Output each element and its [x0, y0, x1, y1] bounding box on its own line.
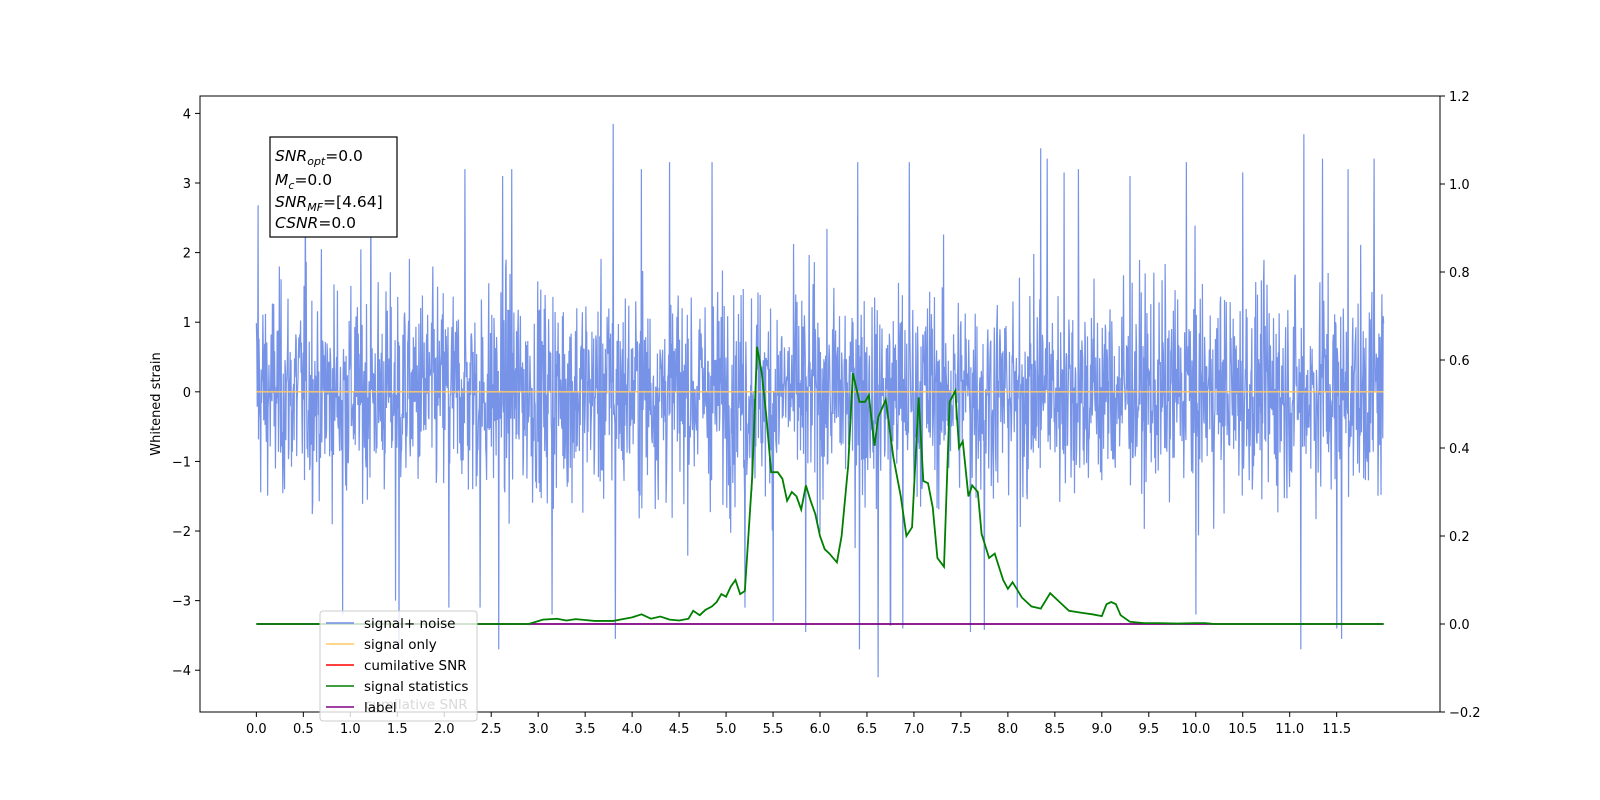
- y-tick-label: 2: [183, 247, 191, 262]
- y-tick-label: −4: [172, 664, 191, 679]
- y-tick-label: 1: [183, 316, 191, 331]
- x-tick-label: 9.0: [1091, 722, 1112, 737]
- x-tick-label: 10.5: [1228, 722, 1257, 737]
- x-tick-label: 6.5: [857, 722, 878, 737]
- y-tick-label: −3: [172, 595, 191, 610]
- legend-label-signal-statistics: signal statistics: [364, 679, 468, 695]
- signal-statistics-line: [256, 346, 1384, 625]
- y-tick-label: 4: [183, 107, 191, 122]
- y-right-tick-label: 0.4: [1449, 442, 1470, 457]
- legend-label-label: label: [364, 700, 397, 716]
- x-tick-label: 3.5: [575, 722, 596, 737]
- y-axis-left: 4 3 2 1 0 −1 −2 −3 −4: [172, 107, 200, 679]
- info-csnr: CSNR=0.0: [275, 214, 356, 232]
- y-right-tick-label: 0.6: [1449, 354, 1470, 369]
- legend-frame: [319, 610, 478, 722]
- x-tick-label: 11.0: [1275, 722, 1304, 737]
- x-tick-label: 6.0: [810, 722, 831, 737]
- x-tick-label: 0.0: [246, 722, 267, 737]
- info-box-frame: [269, 136, 398, 238]
- x-tick-label: 7.0: [904, 722, 925, 737]
- x-tick-label: 10.0: [1181, 722, 1210, 737]
- x-tick-label: 2.5: [481, 722, 502, 737]
- y-axis-right: 1.2 1.0 0.8 0.6 0.4 0.2 0.0 −0.2: [1440, 90, 1481, 721]
- y-tick-label: −2: [172, 525, 191, 540]
- series-signal-statistics: [256, 346, 1384, 625]
- y-tick-label: 0: [183, 386, 191, 401]
- series-signal-noise: [255, 123, 1385, 678]
- x-tick-label: 4.5: [669, 722, 690, 737]
- x-tick-label: 5.0: [716, 722, 737, 737]
- y-axis-label: Whitened strain: [149, 352, 164, 455]
- x-tick-label: 4.0: [622, 722, 643, 737]
- x-tick-label: 5.5: [763, 722, 784, 737]
- x-tick-label: 3.0: [528, 722, 549, 737]
- info-snr-opt: SNRopt=0.0: [275, 147, 363, 168]
- y-right-tick-label: 1.2: [1449, 90, 1470, 105]
- x-tick-label: 1.0: [340, 722, 361, 737]
- x-tick-label: 11.5: [1322, 722, 1351, 737]
- y-right-tick-label: 1.0: [1449, 178, 1470, 193]
- legend-label-cumulative-snr: cumilative SNR: [364, 658, 467, 674]
- y-right-tick-label: 0.8: [1449, 266, 1470, 281]
- x-tick-label: 1.5: [387, 722, 408, 737]
- info-mc: Mc=0.0: [275, 171, 332, 192]
- info-snr-mf: SNRMF=[4.64]: [275, 193, 383, 214]
- info-box: SNRopt=0.0 Mc=0.0 SNRMF=[4.64] CSNR=0.0: [269, 136, 398, 238]
- x-tick-label: 0.5: [293, 722, 314, 737]
- x-tick-label: 9.5: [1138, 722, 1159, 737]
- y-right-tick-label: 0.2: [1449, 530, 1470, 545]
- legend-label-signal-noise: signal+ noise: [364, 616, 455, 632]
- x-tick-label: 2.0: [434, 722, 455, 737]
- y-tick-label: 3: [183, 177, 191, 192]
- legend-hidden-text: cumilative SNR: [365, 697, 468, 713]
- y-right-tick-label: −0.2: [1449, 706, 1481, 721]
- x-tick-label: 7.5: [951, 722, 972, 737]
- legend-label-signal-only: signal only: [364, 637, 437, 653]
- y-right-tick-label: 0.0: [1449, 618, 1470, 633]
- x-tick-label: 8.0: [998, 722, 1019, 737]
- x-axis: 0.0 0.5 1.0 1.5 2.0 2.5 3.0 3.5 4.0 4.5 5.0 5.5 6.0 6…: [246, 712, 1351, 737]
- signal-noise-line: [255, 123, 1385, 678]
- y-tick-label: −1: [172, 455, 191, 470]
- legend: cumilative SNR signal+ noise signal only…: [319, 610, 478, 722]
- x-tick-label: 8.5: [1045, 722, 1066, 737]
